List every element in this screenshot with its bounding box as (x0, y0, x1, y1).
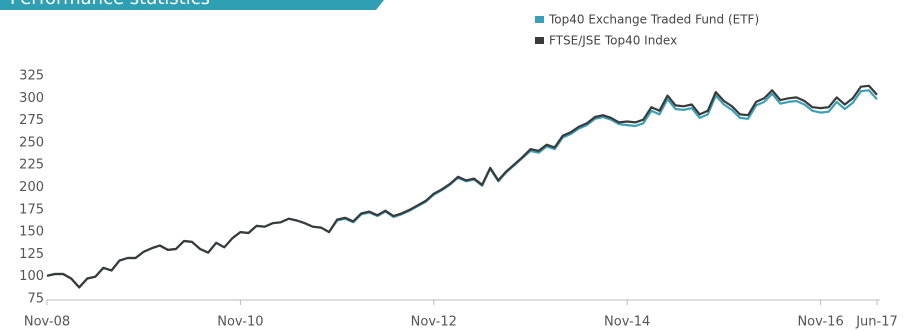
y-tick-label: 225 (19, 158, 44, 173)
legend-swatch (535, 16, 544, 23)
y-tick-label: 125 (19, 247, 44, 262)
y-tick-label: 250 (19, 135, 44, 150)
y-tick-label: 300 (19, 91, 44, 106)
y-tick-label: 100 (19, 269, 44, 284)
y-tick-label: 325 (19, 69, 44, 84)
title-banner (0, 0, 384, 10)
legend-swatch (535, 37, 544, 44)
x-tick-label: Jun-17 (855, 315, 898, 330)
x-tick-label: Nov-10 (217, 315, 263, 330)
chart-title: Performance statistics (10, 0, 210, 9)
y-tick-label: 150 (19, 225, 44, 240)
x-tick-label: Nov-16 (797, 315, 843, 330)
x-tick-label: Nov-14 (604, 315, 650, 330)
legend-label: FTSE/JSE Top40 Index (549, 34, 677, 48)
series-line (46, 89, 878, 289)
series-line (46, 84, 878, 289)
y-tick-label: 200 (19, 180, 44, 195)
y-tick-label: 175 (19, 202, 44, 217)
x-tick-label: Nov-12 (411, 315, 457, 330)
legend-label: Top40 Exchange Traded Fund (ETF) (548, 13, 759, 27)
x-tick-label: Nov-08 (24, 315, 70, 330)
y-tick-label: 275 (19, 113, 44, 128)
y-tick-label: 75 (27, 292, 44, 307)
